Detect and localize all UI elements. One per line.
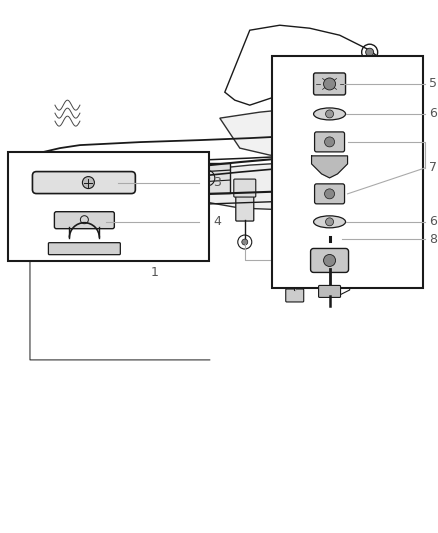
Ellipse shape bbox=[324, 195, 336, 201]
Circle shape bbox=[82, 176, 95, 189]
Circle shape bbox=[325, 110, 334, 118]
FancyBboxPatch shape bbox=[287, 189, 303, 201]
FancyBboxPatch shape bbox=[49, 243, 120, 255]
Circle shape bbox=[396, 165, 403, 172]
FancyBboxPatch shape bbox=[314, 184, 345, 204]
Ellipse shape bbox=[288, 201, 302, 209]
FancyBboxPatch shape bbox=[32, 172, 135, 193]
Ellipse shape bbox=[288, 244, 302, 252]
Text: 3: 3 bbox=[213, 176, 221, 189]
FancyBboxPatch shape bbox=[81, 192, 99, 218]
Circle shape bbox=[325, 189, 335, 199]
Circle shape bbox=[324, 78, 336, 90]
Text: 4: 4 bbox=[213, 215, 221, 228]
FancyBboxPatch shape bbox=[287, 252, 303, 263]
Text: 2: 2 bbox=[393, 266, 401, 279]
Polygon shape bbox=[160, 160, 380, 210]
Text: 6: 6 bbox=[429, 108, 437, 120]
Circle shape bbox=[204, 175, 210, 181]
FancyBboxPatch shape bbox=[314, 73, 346, 95]
Circle shape bbox=[87, 234, 93, 240]
FancyBboxPatch shape bbox=[314, 132, 345, 152]
Text: 8: 8 bbox=[429, 232, 437, 246]
FancyBboxPatch shape bbox=[54, 212, 114, 229]
FancyBboxPatch shape bbox=[236, 195, 254, 221]
Ellipse shape bbox=[392, 175, 408, 184]
Circle shape bbox=[396, 176, 403, 183]
Text: 6: 6 bbox=[429, 215, 437, 228]
FancyBboxPatch shape bbox=[234, 179, 256, 197]
Polygon shape bbox=[220, 108, 395, 168]
Ellipse shape bbox=[392, 164, 408, 173]
Polygon shape bbox=[311, 156, 347, 178]
FancyBboxPatch shape bbox=[323, 184, 337, 194]
FancyBboxPatch shape bbox=[286, 289, 304, 302]
Circle shape bbox=[396, 151, 403, 159]
Text: 1: 1 bbox=[151, 266, 159, 279]
Ellipse shape bbox=[314, 216, 346, 228]
Text: 7: 7 bbox=[429, 161, 437, 174]
FancyBboxPatch shape bbox=[185, 163, 230, 193]
Text: 1: 1 bbox=[334, 266, 342, 279]
Ellipse shape bbox=[324, 223, 336, 230]
FancyBboxPatch shape bbox=[8, 152, 209, 261]
Circle shape bbox=[242, 239, 248, 245]
FancyBboxPatch shape bbox=[272, 56, 423, 288]
FancyBboxPatch shape bbox=[311, 248, 349, 272]
FancyBboxPatch shape bbox=[318, 286, 341, 297]
Ellipse shape bbox=[392, 151, 408, 159]
Circle shape bbox=[324, 254, 336, 266]
Circle shape bbox=[366, 48, 374, 56]
Circle shape bbox=[325, 137, 335, 147]
Circle shape bbox=[32, 188, 38, 194]
Text: 5: 5 bbox=[429, 77, 437, 91]
Ellipse shape bbox=[314, 108, 346, 120]
FancyBboxPatch shape bbox=[323, 230, 337, 239]
FancyBboxPatch shape bbox=[79, 176, 101, 194]
Circle shape bbox=[325, 218, 334, 226]
